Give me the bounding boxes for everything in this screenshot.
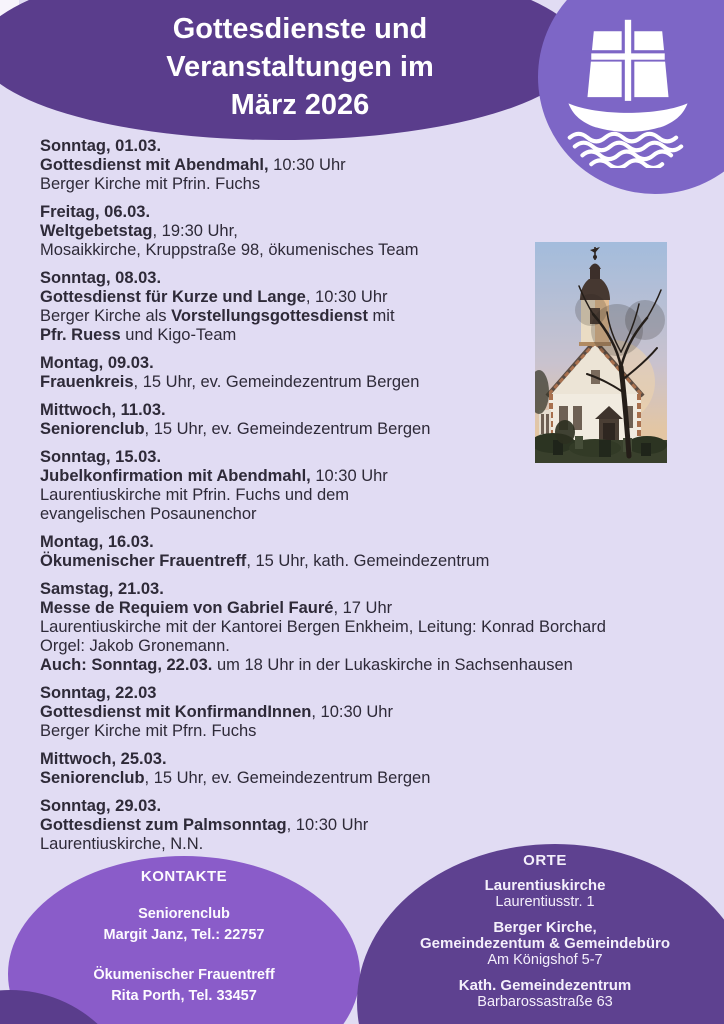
location-detail: Am Königshof 5-7 bbox=[487, 952, 603, 968]
event-line: Montag, 09.03. bbox=[40, 354, 154, 372]
event-line: Laurentiuskirche mit der Kantorei Bergen… bbox=[40, 618, 606, 636]
event-line: Mittwoch, 25.03. bbox=[40, 750, 167, 768]
location-entry: Kath. Gemeindezentrum Barbarossastraße 6… bbox=[357, 978, 724, 1011]
location-name: Laurentiuskirche bbox=[484, 877, 606, 894]
event-line: Gottesdienst mit KonfirmandInnen, 10:30 … bbox=[40, 703, 393, 721]
event-item: Montag, 09.03. Frauenkreis, 15 Uhr, ev. G… bbox=[40, 354, 672, 392]
event-line: Berger Kirche mit Pfrin. Fuchs bbox=[40, 175, 261, 193]
page-title-line: März 2026 bbox=[230, 89, 370, 121]
event-item: Sonntag, 15.03. Jubelkonfirmation mit Abe… bbox=[40, 448, 672, 524]
event-line: Freitag, 06.03. bbox=[40, 203, 151, 221]
contact-detail: Rita Porth, Tel. 33457 bbox=[111, 988, 257, 1004]
event-line: Ökumenischer Frauentreff, 15 Uhr, kath. … bbox=[40, 552, 490, 570]
event-line: Gottesdienst für Kurze und Lange, 10:30 … bbox=[40, 288, 388, 306]
event-item: Samstag, 21.03. Messe de Requiem von Gabr… bbox=[40, 580, 672, 675]
event-item: Mittwoch, 11.03. Seniorenclub, 15 Uhr, ev… bbox=[40, 401, 672, 439]
event-line: Mosaikkirche, Kruppstraße 98, ökumenisch… bbox=[40, 241, 419, 259]
event-line: Samstag, 21.03. bbox=[40, 580, 164, 598]
kontakte-title: KONTAKTE bbox=[140, 868, 228, 885]
location-entry: Berger Kirche, Gemeindezentum & Gemeinde… bbox=[357, 920, 724, 969]
event-line: Jubelkonfirmation mit Abendmahl, 10:30 U… bbox=[40, 467, 388, 485]
event-line: Gottesdienst mit Abendmahl, 10:30 Uhr bbox=[40, 156, 346, 174]
church-ship-icon bbox=[567, 19, 688, 168]
event-line: Sonntag, 01.03. bbox=[40, 137, 162, 155]
event-line: Montag, 16.03. bbox=[40, 533, 154, 551]
event-line: Gottesdienst zum Palmsonntag, 10:30 Uhr bbox=[40, 816, 369, 834]
event-item: Montag, 16.03. Ökumenischer Frauentreff, … bbox=[40, 533, 672, 571]
event-line: Mittwoch, 11.03. bbox=[40, 401, 166, 419]
event-line: Laurentiuskirche mit Pfrin. Fuchs und de… bbox=[40, 486, 350, 504]
event-line: Sonntag, 22.03 bbox=[40, 684, 157, 702]
event-line: Laurentiuskirche, N.N. bbox=[40, 835, 204, 853]
event-item: Sonntag, 29.03. Gottesdienst zum Palmsonn… bbox=[40, 797, 672, 854]
contact-entry: Seniorenclub Margit Janz, Tel.: 22757 bbox=[8, 904, 360, 946]
event-line: Messe de Requiem von Gabriel Fauré, 17 U… bbox=[40, 599, 393, 617]
contact-entry: Ökumenischer Frauentreff Rita Porth, Tel… bbox=[8, 965, 360, 1007]
contact-name: Seniorenclub bbox=[138, 906, 230, 922]
event-line: Weltgebetstag, 19:30 Uhr, bbox=[40, 222, 238, 240]
orte-panel: ORTE Laurentiuskirche Laurentiusstr. 1 B… bbox=[357, 844, 724, 1024]
location-name: Gemeindezentum & Gemeindebüro bbox=[419, 935, 671, 952]
event-line: Orgel: Jakob Gronemann. bbox=[40, 637, 230, 655]
event-item: Mittwoch, 25.03. Seniorenclub, 15 Uhr, ev… bbox=[40, 750, 672, 788]
event-item: Sonntag, 22.03 Gottesdienst mit Konfirman… bbox=[40, 684, 672, 741]
church-photo bbox=[535, 242, 667, 463]
location-name: Kath. Gemeindezentrum bbox=[458, 977, 632, 994]
event-line: evangelischen Posaunenchor bbox=[40, 505, 257, 523]
event-item: Sonntag, 08.03. Gottesdienst für Kurze un… bbox=[40, 269, 672, 345]
event-line: Frauenkreis, 15 Uhr, ev. Gemeindezentrum… bbox=[40, 373, 420, 391]
location-detail: Laurentiusstr. 1 bbox=[495, 894, 595, 910]
event-line: Seniorenclub, 15 Uhr, ev. Gemeindezentru… bbox=[40, 769, 431, 787]
events-list: Sonntag, 01.03. Gottesdienst mit Abendmah… bbox=[40, 137, 672, 863]
kontakte-panel: KONTAKTE Seniorenclub Margit Janz, Tel.:… bbox=[8, 856, 360, 1024]
event-line: Pfr. Ruess und Kigo-Team bbox=[40, 326, 237, 344]
event-item: Freitag, 06.03. Weltgebetstag, 19:30 Uhr,… bbox=[40, 203, 672, 260]
event-line: Sonntag, 29.03. bbox=[40, 797, 162, 815]
event-line: Berger Kirche mit Pfrn. Fuchs bbox=[40, 722, 257, 740]
event-line: Berger Kirche als Vorstellungsgottesdien… bbox=[40, 307, 395, 325]
location-name: Berger Kirche, bbox=[493, 919, 597, 936]
location-entry: Laurentiuskirche Laurentiusstr. 1 bbox=[357, 878, 724, 911]
event-line: Auch: Sonntag, 22.03. um 18 Uhr in der L… bbox=[40, 656, 573, 674]
contact-detail: Margit Janz, Tel.: 22757 bbox=[103, 927, 265, 943]
location-detail: Barbarossastraße 63 bbox=[477, 994, 613, 1010]
page-title-line: Gottesdienste und bbox=[172, 13, 428, 45]
event-line: Seniorenclub, 15 Uhr, ev. Gemeindezentru… bbox=[40, 420, 431, 438]
page-title-line: Veranstaltungen im bbox=[166, 51, 434, 83]
orte-title: ORTE bbox=[523, 852, 567, 869]
event-item: Sonntag, 01.03. Gottesdienst mit Abendmah… bbox=[40, 137, 672, 194]
event-line: Sonntag, 15.03. bbox=[40, 448, 162, 466]
event-line: Sonntag, 08.03. bbox=[40, 269, 162, 287]
page-title: Gottesdienste und Veranstaltungen im Mär… bbox=[100, 10, 500, 124]
contact-name: Ökumenischer Frauentreff bbox=[93, 967, 275, 983]
